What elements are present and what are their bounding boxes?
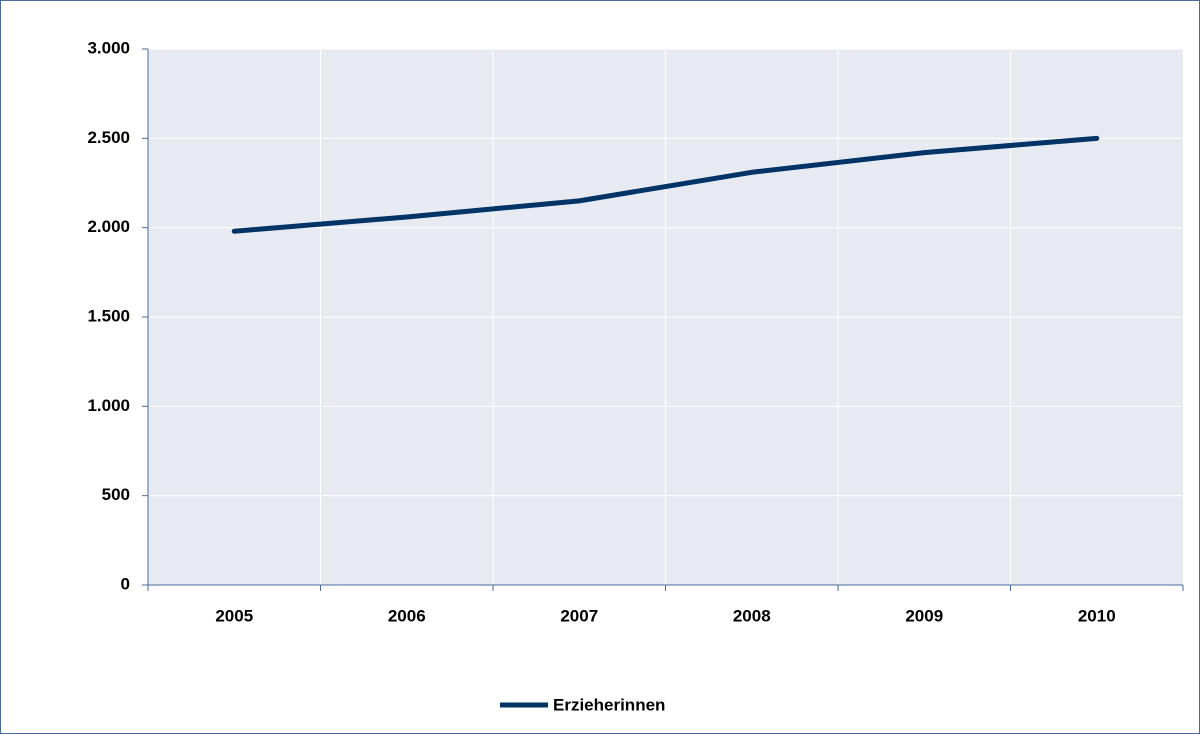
x-tick-label: 2007	[560, 606, 598, 625]
x-tick-label: 2006	[388, 606, 426, 625]
x-tick-label: 2009	[905, 606, 943, 625]
y-tick-label: 3.000	[87, 38, 130, 57]
legend-label: Erzieherinnen	[553, 695, 665, 714]
x-tick-label: 2005	[215, 606, 253, 625]
y-tick-label: 1.500	[87, 306, 130, 325]
y-tick-label: 500	[102, 485, 130, 504]
y-tick-label: 2.500	[87, 128, 130, 147]
data-line	[231, 135, 1100, 234]
x-tick-label: 2010	[1078, 606, 1116, 625]
y-tick-label: 0	[121, 574, 130, 593]
y-tick-label: 1.000	[87, 396, 130, 415]
x-tick-label: 2008	[733, 606, 771, 625]
y-tick-label: 2.000	[87, 217, 130, 236]
